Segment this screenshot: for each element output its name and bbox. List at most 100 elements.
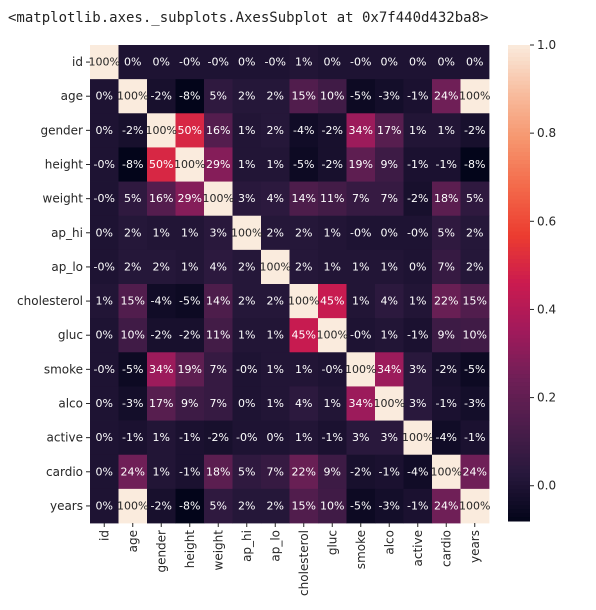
heatmap-cell — [346, 45, 376, 80]
heatmap-cell-label: 10% — [320, 90, 344, 103]
heatmap-cell — [432, 79, 461, 114]
colorbar-segment — [508, 485, 530, 490]
heatmap-cell-label: -5% — [293, 158, 314, 171]
colorbar-segment — [508, 322, 530, 328]
heatmap-cell — [147, 420, 176, 456]
heatmap-cell — [232, 488, 262, 524]
heatmap-cell — [204, 79, 233, 114]
heatmap-cell-label: 5% — [210, 90, 227, 103]
heatmap-cell — [232, 79, 262, 114]
heatmap-cell-label: 0% — [438, 56, 455, 69]
x-tick-label: ap_lo — [268, 530, 282, 562]
heatmap-cell — [289, 420, 319, 456]
heatmap-cell — [118, 215, 148, 251]
colorbar-segment — [508, 183, 530, 189]
heatmap-cell — [432, 215, 461, 251]
heatmap-cell — [147, 79, 176, 114]
heatmap-cell-label: 100% — [117, 499, 148, 512]
heatmap-cell-label: 9% — [324, 465, 341, 478]
heatmap-cell — [261, 147, 290, 182]
colorbar-segment — [508, 96, 530, 102]
heatmap-cell-label: 1% — [238, 158, 255, 171]
y-tick-labels: id age gender height weight ap_hi ap_locholest… — [17, 55, 90, 513]
heatmap-cell-label: 7% — [352, 192, 369, 205]
colorbar-segment — [508, 160, 530, 165]
heatmap-cell-label: 2% — [295, 260, 312, 273]
heatmap-cell-label: 0% — [96, 90, 113, 103]
heatmap-cell-label: 2% — [124, 226, 141, 239]
colorbar-segment — [508, 140, 530, 145]
heatmap-cell-label: 1% — [238, 329, 255, 342]
heatmap-cell-label: -8% — [179, 499, 200, 512]
y-tick-label: alco — [58, 397, 83, 411]
heatmap-cell — [318, 420, 347, 456]
heatmap-cell — [375, 318, 404, 353]
heatmap-cell — [147, 215, 176, 251]
heatmap-cell — [289, 215, 319, 251]
heatmap-cell-label: 14% — [206, 295, 230, 308]
heatmap-cell-label: 3% — [210, 226, 227, 239]
heatmap-cell — [432, 113, 461, 148]
heatmap-cell — [204, 318, 233, 353]
heatmap-cell — [318, 79, 347, 114]
heatmap-cell-label: 14% — [292, 192, 316, 205]
heatmap-cell — [375, 45, 404, 80]
heatmap-cell — [289, 249, 319, 285]
heatmap-cell — [460, 215, 490, 251]
heatmap-cell — [289, 79, 319, 114]
colorbar-segment — [508, 219, 530, 224]
colorbar-segment — [508, 362, 530, 367]
heatmap-cell-label: 1% — [267, 363, 284, 376]
colorbar-segment — [508, 148, 530, 153]
heatmap-cell-label: 34% — [149, 363, 173, 376]
heatmap-cell-label: 18% — [206, 465, 230, 478]
heatmap-cell-label: -8% — [464, 158, 485, 171]
heatmap-cell-label: 16% — [149, 192, 173, 205]
heatmap-cell-label: 7% — [438, 260, 455, 273]
heatmap-cell — [232, 420, 262, 456]
colorbar-segment — [508, 100, 530, 105]
heatmap-cell-label: 2% — [267, 90, 284, 103]
heatmap-cell — [318, 113, 347, 148]
colorbar-segment — [508, 294, 530, 300]
heatmap-cell — [232, 45, 262, 80]
heatmap-cell-label: 4% — [267, 192, 284, 205]
heatmap-cell — [261, 249, 290, 285]
heatmap-cell — [403, 249, 433, 285]
heatmap-cell-label: 17% — [377, 124, 401, 137]
colorbar-segment — [508, 195, 530, 201]
colorbar-segment — [508, 267, 530, 272]
heatmap-cell-label: -2% — [407, 192, 428, 205]
heatmap-cell-label: 24% — [434, 90, 458, 103]
x-tick-labels: id age gender height weight ap_hi ap_lo cholest… — [97, 523, 482, 596]
heatmap-cell — [375, 386, 404, 421]
heatmap-cell-label: 0% — [96, 124, 113, 137]
heatmap-cell-label: 1% — [267, 158, 284, 171]
colorbar-segment — [508, 386, 530, 391]
heatmap-cell-label: -5% — [350, 499, 371, 512]
heatmap-cell-label: -1% — [436, 158, 457, 171]
heatmap-cell-label: 50% — [149, 158, 173, 171]
heatmap-cell — [118, 113, 148, 148]
heatmap-cell — [175, 113, 205, 148]
heatmap-cell — [90, 45, 119, 80]
heatmap-cell — [232, 454, 262, 490]
heatmap-cell-label: 1% — [352, 295, 369, 308]
heatmap-cell-label: -0% — [94, 192, 115, 205]
heatmap-cell-label: -3% — [122, 397, 143, 410]
heatmap-cells — [90, 45, 490, 524]
heatmap-cell-label: 7% — [267, 465, 284, 478]
heatmap-cell — [289, 318, 319, 353]
colorbar-segment — [508, 124, 530, 129]
heatmap-cell-label: 2% — [295, 226, 312, 239]
heatmap-cell-label: 2% — [238, 90, 255, 103]
heatmap-cell-label: 0% — [124, 56, 141, 69]
colorbar-segment — [508, 409, 530, 415]
heatmap-cell — [460, 284, 490, 319]
colorbar-segment — [508, 92, 530, 98]
heatmap-cell — [432, 284, 461, 319]
heatmap-cell — [175, 284, 205, 319]
colorbar-segment — [508, 231, 530, 236]
colorbar-segment — [508, 279, 530, 284]
